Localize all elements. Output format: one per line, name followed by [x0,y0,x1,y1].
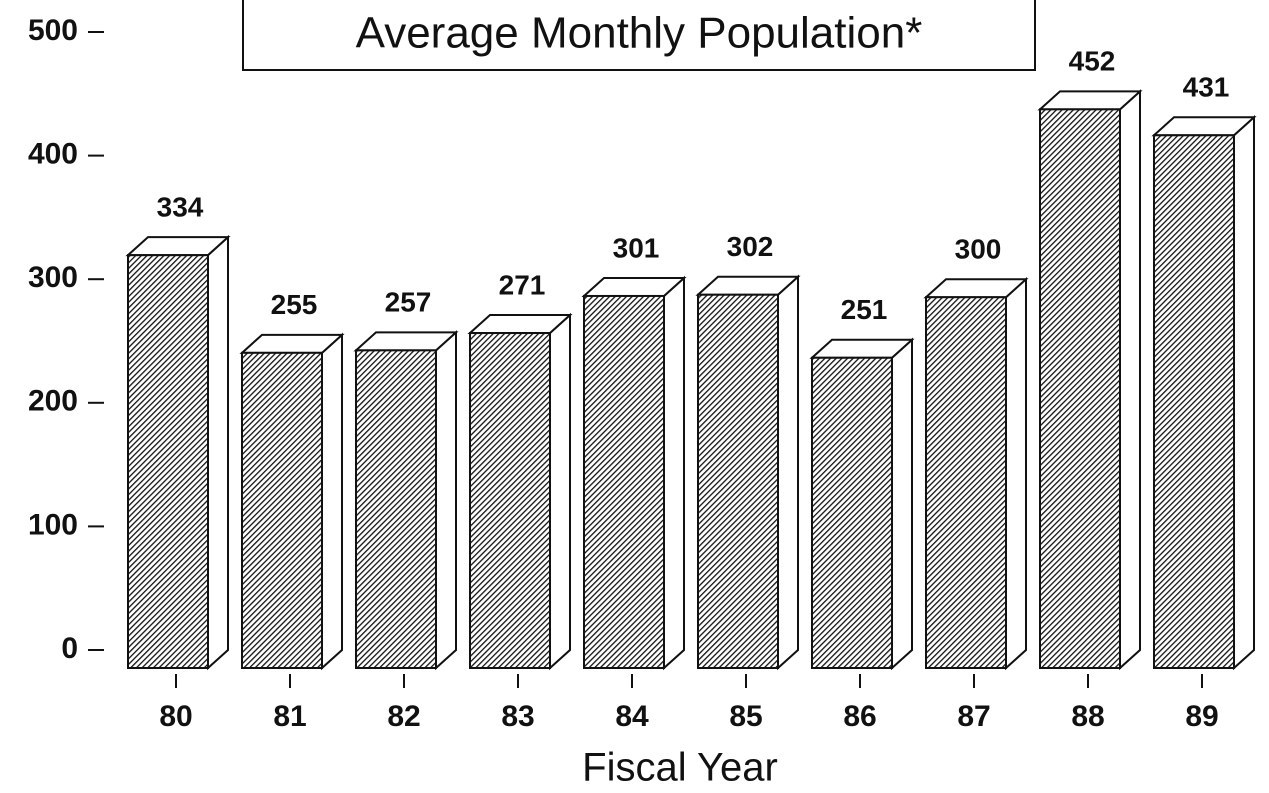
bar [583,294,665,669]
bar-side [1005,276,1027,671]
chart-title: Average Monthly Population* [356,9,923,58]
x-tick-label: 88 [1071,700,1104,733]
bar [1153,134,1235,669]
bar-side [663,275,685,671]
x-tick-label: 81 [273,700,306,733]
y-tick-label: 400 [28,138,78,171]
y-tick-label: 300 [28,261,78,294]
x-tick-label: 86 [843,700,876,733]
bar-side [549,312,571,671]
bar [811,356,893,669]
bar-side [1119,89,1141,671]
data-label: 302 [727,231,774,262]
data-label: 257 [385,287,432,318]
bar-side [1233,115,1255,671]
bar-side [207,234,229,671]
bar-side [435,330,457,671]
x-tick-label: 85 [729,700,762,733]
data-label: 431 [1183,72,1230,103]
bar [355,349,437,669]
data-label: 255 [271,289,318,320]
y-tick-label: 200 [28,385,78,418]
bar [469,332,551,669]
bar [1039,108,1121,669]
data-label: 271 [499,269,546,300]
bar [697,293,779,669]
x-tick-label: 80 [159,700,192,733]
data-label: 300 [955,234,1002,265]
bar-side [321,332,343,671]
y-tick-label: 0 [61,632,78,665]
x-axis-label: Fiscal Year [582,746,778,790]
x-tick-label: 89 [1185,700,1218,733]
x-tick-label: 82 [387,700,420,733]
bar [241,351,323,669]
y-tick-label: 100 [28,508,78,541]
data-label: 251 [841,294,888,325]
title-box [242,0,1036,71]
data-label: 452 [1069,46,1116,77]
bar [925,296,1007,669]
y-tick-label: 500 [28,14,78,47]
data-label: 334 [157,192,204,223]
data-label: 301 [613,232,660,263]
x-tick-label: 87 [957,700,990,733]
bar-side [777,274,799,671]
bar-side [891,337,913,671]
bar [127,254,209,669]
x-tick-label: 84 [615,700,649,733]
x-tick-label: 83 [501,700,534,733]
